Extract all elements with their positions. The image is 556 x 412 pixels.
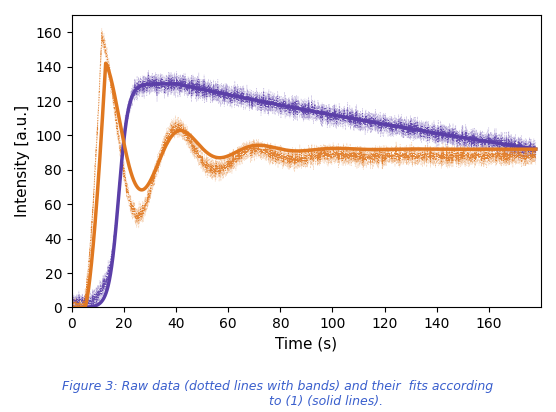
Text: Figure 3: Raw data (dotted lines with bands) and their  fits according
         : Figure 3: Raw data (dotted lines with ba… <box>62 380 494 408</box>
X-axis label: Time (s): Time (s) <box>275 337 337 352</box>
Y-axis label: Intensity [a.u.]: Intensity [a.u.] <box>15 105 30 217</box>
